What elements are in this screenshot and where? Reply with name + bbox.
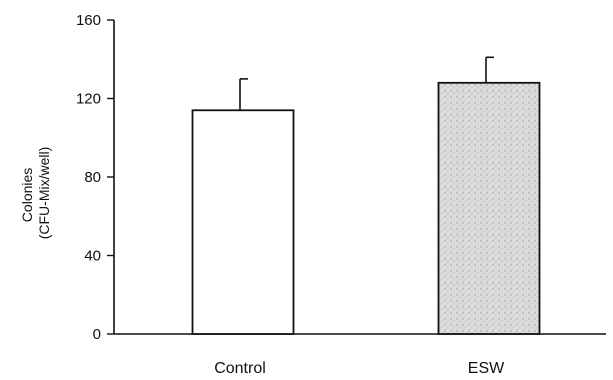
bars: Control ESW [191, 56, 541, 377]
y-tick-label-80: 80 [84, 169, 101, 186]
bar-esw [437, 81, 541, 335]
y-axis-label-line-1: Colonies [19, 168, 35, 222]
y-tick-label-160: 160 [76, 12, 101, 29]
y-tick-label-120: 120 [76, 91, 101, 108]
y-tick-label-0: 0 [93, 326, 101, 343]
bar-control [191, 109, 295, 335]
x-tick-label-esw: ESW [468, 360, 505, 377]
y-axis-label-line-2: (CFU-Mix/well) [36, 147, 52, 240]
labels: Colonies (CFU-Mix/well) [19, 147, 52, 240]
y-axis-label: Colonies (CFU-Mix/well) [19, 147, 52, 240]
y-tick-label-40: 40 [84, 248, 101, 265]
x-tick-label-control: Control [214, 360, 266, 377]
